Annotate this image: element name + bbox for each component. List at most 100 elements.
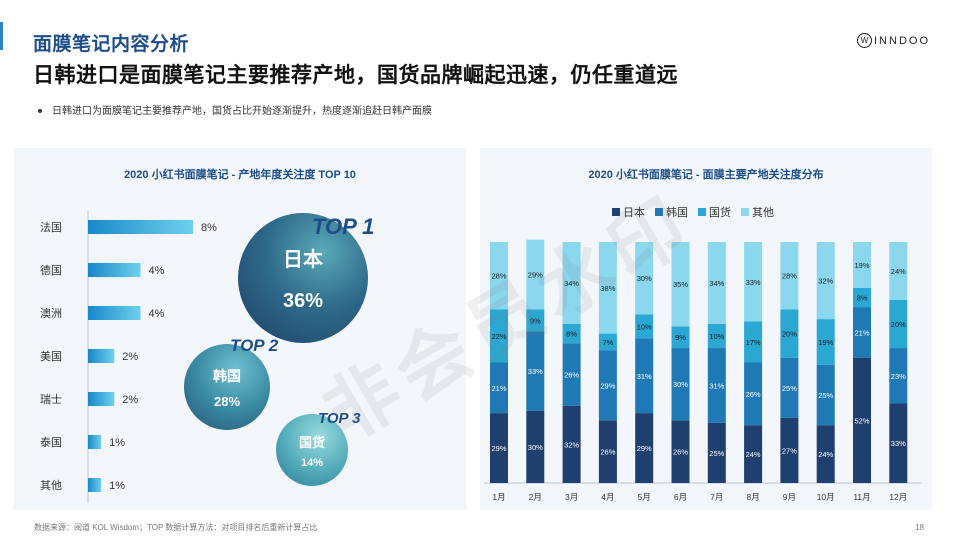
top2-name: 韩国 — [213, 367, 241, 384]
top1-bubble: 日本 36% — [238, 213, 368, 343]
stack-data-label: 9% — [530, 316, 541, 325]
left-category-label: 泰国 — [40, 435, 62, 449]
stack-data-label: 17% — [746, 338, 761, 347]
stack-segment — [598, 420, 617, 483]
stack-segment — [671, 420, 690, 483]
stack-data-label: 30% — [528, 443, 543, 452]
stack-data-label: 8% — [566, 330, 577, 339]
stack-segment — [490, 413, 508, 483]
left-bar — [88, 220, 193, 234]
left-value-label: 2% — [122, 394, 138, 406]
stack-segment — [744, 321, 763, 363]
stack-data-label: 24% — [746, 450, 761, 459]
stack-segment — [490, 309, 508, 363]
left-chart-panel — [14, 148, 466, 510]
stack-data-label: 28% — [491, 272, 506, 281]
left-bar — [88, 392, 115, 406]
stack-data-label: 33% — [891, 439, 906, 448]
stack-data-label: 21% — [854, 328, 869, 337]
stack-segment — [562, 405, 581, 483]
stack-segment — [744, 362, 763, 426]
stack-data-label: 10% — [637, 322, 652, 331]
stack-segment — [780, 357, 799, 418]
left-bar — [88, 435, 102, 449]
top2-value: 28% — [213, 393, 241, 409]
left-bar — [88, 478, 102, 492]
top2-rank-label: TOP 2 — [230, 336, 279, 355]
stack-segment — [816, 242, 835, 320]
stack-data-label: 29% — [600, 381, 615, 390]
left-category-label: 美国 — [40, 350, 62, 363]
stack-segment — [816, 364, 835, 426]
stack-segment — [526, 239, 545, 310]
month-tick-label: 2月 — [529, 492, 542, 502]
stack-segment — [635, 413, 654, 483]
brand-logo: W INNDOO — [857, 33, 930, 48]
stack-data-label: 32% — [564, 440, 579, 449]
stack-data-label: 29% — [528, 271, 543, 280]
left-value-label: 2% — [122, 351, 138, 363]
title-accent-bar — [0, 22, 3, 50]
stack-data-label: 30% — [673, 380, 688, 389]
stack-segment — [816, 319, 835, 365]
stack-segment — [889, 403, 908, 483]
stack-segment — [707, 323, 726, 349]
origin-monthly-stacked-chart: 日本 韩国 国货 其他 29% 21% 22% 28% 1月 30% 33% 9% 29% 2月 32% 26… — [484, 205, 922, 502]
stack-data-label: 28% — [782, 272, 797, 281]
month-tick-label: 11月 — [853, 492, 870, 502]
stack-segment — [707, 422, 726, 483]
logo-mark: W — [857, 33, 872, 48]
stack-data-label: 26% — [600, 448, 615, 457]
top3-bubble: 国货 14% — [276, 414, 348, 486]
stack-segment — [635, 314, 654, 339]
left-category-label: 其他 — [40, 479, 62, 492]
data-source-note: 数据来源：阅道 KOL Wisdom；TOP 数据计算方法：对项目排名后重新计算… — [34, 523, 318, 532]
left-category-label: 法国 — [40, 220, 62, 234]
stack-data-label: 27% — [782, 446, 797, 455]
stack-data-label: 52% — [854, 416, 869, 425]
stack-data-label: 31% — [709, 381, 724, 390]
stack-segment — [526, 410, 545, 483]
stack-data-label: 20% — [782, 330, 797, 339]
month-tick-label: 8月 — [746, 492, 759, 502]
month-tick-label: 12月 — [889, 492, 907, 502]
left-category-label: 德国 — [40, 263, 62, 277]
stack-segment — [635, 338, 654, 414]
left-value-label: 1% — [109, 437, 125, 449]
stack-data-label: 22% — [491, 332, 506, 341]
left-chart-title: 2020 小红书面膜笔记 - 产地年度关注度 TOP 10 — [124, 169, 356, 181]
stack-data-label: 24% — [818, 450, 833, 459]
left-value-label: 4% — [149, 308, 165, 320]
stack-segment — [816, 425, 835, 483]
stack-data-label: 30% — [637, 274, 652, 283]
stack-segment — [889, 299, 908, 349]
stack-data-label: 19% — [854, 261, 869, 270]
stack-data-label: 32% — [818, 277, 833, 286]
stack-data-label: 20% — [891, 320, 906, 329]
left-bar — [88, 349, 115, 363]
stack-segment — [744, 425, 763, 483]
stack-data-label: 35% — [673, 280, 688, 289]
stack-data-label: 23% — [891, 372, 906, 381]
stack-segment — [671, 242, 690, 327]
stack-segment — [635, 242, 654, 315]
stack-segment — [853, 307, 871, 358]
month-tick-label: 7月 — [710, 492, 723, 502]
stack-data-label: 33% — [528, 367, 543, 376]
stack-segment — [562, 343, 581, 406]
month-tick-label: 3月 — [565, 492, 578, 502]
legend-swatch — [698, 208, 706, 216]
legend-swatch — [655, 208, 663, 216]
stack-segment — [780, 242, 799, 310]
legend-label: 国货 — [709, 205, 731, 219]
logo-text: INNDOO — [874, 34, 930, 47]
legend-label: 日本 — [623, 205, 645, 219]
stack-segment — [853, 242, 871, 288]
stack-data-label: 25% — [818, 391, 833, 400]
month-tick-label: 5月 — [638, 492, 651, 502]
stack-data-label: 10% — [709, 332, 724, 341]
top3-name: 国货 — [298, 434, 325, 450]
stack-data-label: 8% — [857, 293, 868, 302]
stack-segment — [671, 348, 690, 421]
stack-data-label: 29% — [637, 444, 652, 453]
